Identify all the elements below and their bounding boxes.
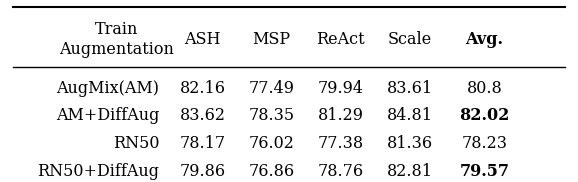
Text: ReAct: ReAct xyxy=(317,31,365,48)
Text: 76.02: 76.02 xyxy=(249,135,295,152)
Text: 84.81: 84.81 xyxy=(387,107,433,124)
Text: 77.49: 77.49 xyxy=(249,80,295,97)
Text: 79.94: 79.94 xyxy=(318,80,364,97)
Text: 78.76: 78.76 xyxy=(318,163,364,180)
Text: RN50: RN50 xyxy=(113,135,160,152)
Text: 78.35: 78.35 xyxy=(249,107,295,124)
Text: 76.86: 76.86 xyxy=(249,163,295,180)
Text: Train
Augmentation: Train Augmentation xyxy=(59,21,174,58)
Text: 82.81: 82.81 xyxy=(387,163,433,180)
Text: MSP: MSP xyxy=(253,31,291,48)
Text: RN50+DiffAug: RN50+DiffAug xyxy=(38,163,160,180)
Text: 77.38: 77.38 xyxy=(318,135,364,152)
Text: 81.36: 81.36 xyxy=(387,135,433,152)
Text: AugMix(AM): AugMix(AM) xyxy=(57,80,160,97)
Text: 78.17: 78.17 xyxy=(180,135,226,152)
Text: 79.86: 79.86 xyxy=(180,163,226,180)
Text: 82.16: 82.16 xyxy=(180,80,226,97)
Text: AM+DiffAug: AM+DiffAug xyxy=(56,107,160,124)
Text: 78.23: 78.23 xyxy=(462,135,507,152)
Text: 83.62: 83.62 xyxy=(180,107,226,124)
Text: 82.02: 82.02 xyxy=(460,107,510,124)
Text: 80.8: 80.8 xyxy=(466,80,502,97)
Text: ASH: ASH xyxy=(184,31,221,48)
Text: Scale: Scale xyxy=(388,31,432,48)
Text: Avg.: Avg. xyxy=(465,31,503,48)
Text: 81.29: 81.29 xyxy=(318,107,364,124)
Text: 79.57: 79.57 xyxy=(460,163,510,180)
Text: 83.61: 83.61 xyxy=(387,80,433,97)
